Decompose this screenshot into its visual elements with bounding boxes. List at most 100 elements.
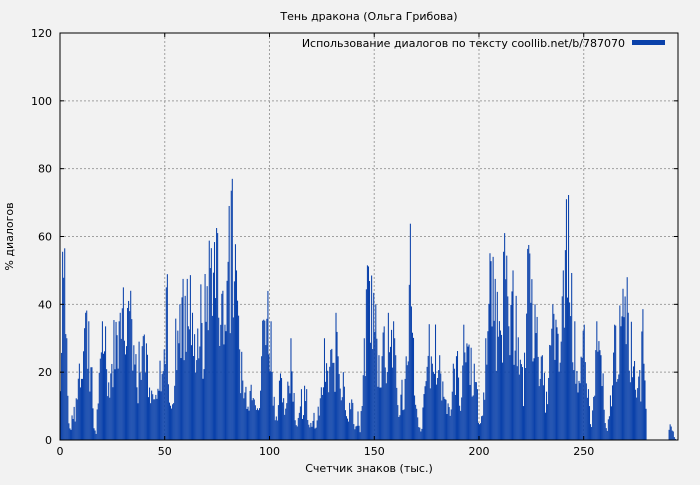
bar	[455, 356, 457, 440]
bar	[223, 344, 225, 440]
bar	[142, 336, 144, 440]
bar	[178, 343, 180, 440]
bar	[411, 332, 413, 440]
bar	[439, 355, 441, 440]
bar	[620, 326, 622, 440]
bar	[602, 373, 604, 440]
bar	[385, 383, 387, 440]
bar	[339, 388, 341, 440]
bar	[482, 415, 484, 440]
bar	[494, 278, 496, 440]
bar	[376, 338, 378, 440]
bar	[576, 370, 578, 440]
bar	[285, 408, 287, 440]
bar	[384, 367, 386, 440]
bar	[400, 394, 402, 440]
bar	[432, 372, 434, 440]
bar	[296, 426, 298, 440]
bar	[462, 365, 464, 440]
bar	[635, 389, 637, 440]
bar	[154, 399, 156, 440]
bar	[228, 205, 230, 440]
bar	[473, 363, 475, 440]
bar	[266, 318, 268, 440]
bar	[135, 354, 137, 440]
bar	[496, 291, 498, 440]
bar	[247, 406, 249, 440]
bar	[370, 342, 372, 440]
bar	[593, 396, 595, 440]
bar	[474, 382, 476, 440]
bar	[626, 277, 628, 440]
bar	[297, 417, 299, 440]
bar	[465, 362, 467, 440]
bar	[440, 373, 442, 440]
bar	[396, 387, 398, 440]
bar	[475, 382, 477, 440]
bar	[73, 406, 75, 440]
bar	[213, 242, 216, 440]
bar	[641, 331, 643, 440]
bar	[336, 331, 338, 440]
bar	[188, 329, 190, 440]
y-tick-label: 100	[31, 95, 52, 108]
bar	[444, 398, 446, 440]
bar	[86, 310, 88, 440]
bar	[544, 412, 547, 440]
bar	[613, 352, 615, 440]
bar	[502, 362, 504, 440]
bar	[592, 410, 594, 440]
bar	[477, 422, 479, 440]
bar	[80, 378, 82, 440]
bar	[76, 399, 78, 440]
bar	[355, 426, 357, 440]
bar	[150, 403, 152, 440]
bar	[248, 410, 250, 440]
bar	[503, 251, 505, 440]
bar	[155, 394, 157, 440]
bar	[451, 391, 453, 440]
bar	[286, 403, 288, 440]
bar	[405, 356, 407, 440]
bar	[409, 223, 411, 440]
bar	[234, 244, 236, 440]
bar	[407, 361, 409, 440]
bar	[305, 401, 307, 440]
bar	[325, 381, 327, 440]
bar	[140, 379, 142, 440]
bar	[183, 360, 185, 440]
bar	[497, 336, 499, 440]
bar	[116, 335, 118, 440]
bar	[599, 350, 601, 440]
bar	[459, 405, 461, 440]
bar	[513, 364, 515, 440]
bar	[103, 351, 106, 440]
bar	[402, 410, 404, 440]
bar	[102, 353, 104, 440]
bar	[255, 409, 257, 440]
bar	[241, 351, 243, 440]
bar	[453, 368, 455, 440]
bar	[391, 329, 393, 440]
bar	[563, 327, 565, 440]
bar	[367, 266, 369, 440]
bar	[343, 386, 345, 440]
bar	[60, 391, 62, 440]
bar	[227, 261, 229, 440]
bar	[147, 397, 150, 440]
bar	[508, 326, 510, 440]
bar	[334, 391, 336, 440]
bar	[185, 351, 187, 440]
bar	[580, 356, 582, 440]
bar	[97, 403, 99, 440]
bar	[504, 233, 506, 440]
bar	[420, 431, 422, 440]
bar	[481, 416, 483, 440]
bar	[547, 404, 549, 440]
bar	[627, 312, 629, 440]
bar	[278, 380, 280, 440]
bar	[123, 340, 125, 440]
bar	[293, 392, 295, 440]
bar	[125, 346, 128, 440]
bar	[203, 369, 205, 440]
